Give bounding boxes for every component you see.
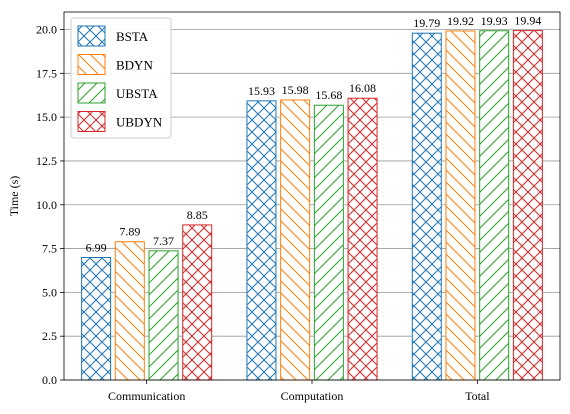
legend-swatch-bsta [77, 25, 106, 47]
y-tick-label: 5.0 [42, 285, 57, 299]
y-tick-label: 7.5 [42, 242, 57, 256]
y-tick-label: 2.5 [42, 329, 57, 343]
bar-bsta-computation [246, 100, 277, 381]
bar-ubdyn-computation [347, 97, 378, 381]
bars [81, 30, 543, 381]
y-tick-label: 20.0 [36, 23, 57, 37]
y-tick-label: 10.0 [36, 198, 57, 212]
bar-bsta-communication [81, 257, 112, 381]
x-tick-label: Communication [108, 389, 185, 403]
bar-ubsta-total [479, 30, 510, 381]
legend-label-bsta: BSTA [116, 29, 149, 44]
bar-ubsta-computation [313, 104, 344, 381]
bar-bsta-total [411, 32, 442, 381]
bar-ubdyn-communication [182, 224, 213, 381]
axes: 0.0 2.5 5.0 7.5 10.0 12.5 15.0 17.5 20.0 Communic… [36, 11, 561, 403]
y-tick-label: 15.0 [36, 110, 57, 124]
data-label-ubdyn-computation: 16.08 [349, 81, 376, 95]
legend-swatch-ubsta [77, 82, 106, 104]
data-label-bsta-communication: 6.99 [86, 241, 107, 255]
data-label-ubdyn-total: 19.94 [514, 14, 541, 28]
bar-ubdyn-total [512, 30, 543, 381]
y-tick-label: 0.0 [42, 373, 57, 387]
data-label-ubsta-communication: 7.37 [153, 234, 174, 248]
bar-ubsta-communication [148, 250, 179, 381]
data-label-bdyn-total: 19.92 [447, 14, 474, 28]
y-tick-label: 12.5 [36, 154, 57, 168]
legend-box [70, 17, 172, 139]
data-label-ubsta-computation: 15.68 [315, 88, 342, 102]
data-label-bsta-total: 19.79 [413, 16, 440, 30]
y-tick-label: 17.5 [36, 66, 57, 80]
data-labels: 6.99 7.89 7.37 8.85 15.93 15.98 15.68 16.08 19.7… [86, 14, 542, 255]
plot-frame [63, 11, 561, 381]
bar-bdyn-computation [280, 99, 311, 381]
data-label-ubdyn-communication: 8.85 [187, 208, 208, 222]
x-tick-label: Total [465, 389, 490, 403]
bar-bdyn-total [445, 30, 476, 381]
legend-label-bdyn: BDYN [116, 58, 153, 73]
data-label-bdyn-computation: 15.98 [282, 83, 309, 97]
data-label-ubsta-total: 19.93 [481, 14, 508, 28]
legend-swatch-ubdyn [77, 111, 106, 132]
legend-label-ubdyn: UBDYN [116, 115, 163, 130]
legend: BSTA BDYN UBSTA UBDYN [70, 17, 172, 139]
data-label-bsta-computation: 15.93 [248, 84, 275, 98]
bar-bdyn-communication [114, 241, 145, 381]
data-label-bdyn-communication: 7.89 [119, 225, 140, 239]
legend-swatch-bdyn [77, 54, 106, 75]
legend-label-ubsta: UBSTA [116, 86, 158, 101]
x-tick-label: Computation [281, 389, 344, 403]
y-axis-title: Time (s) [7, 176, 21, 217]
